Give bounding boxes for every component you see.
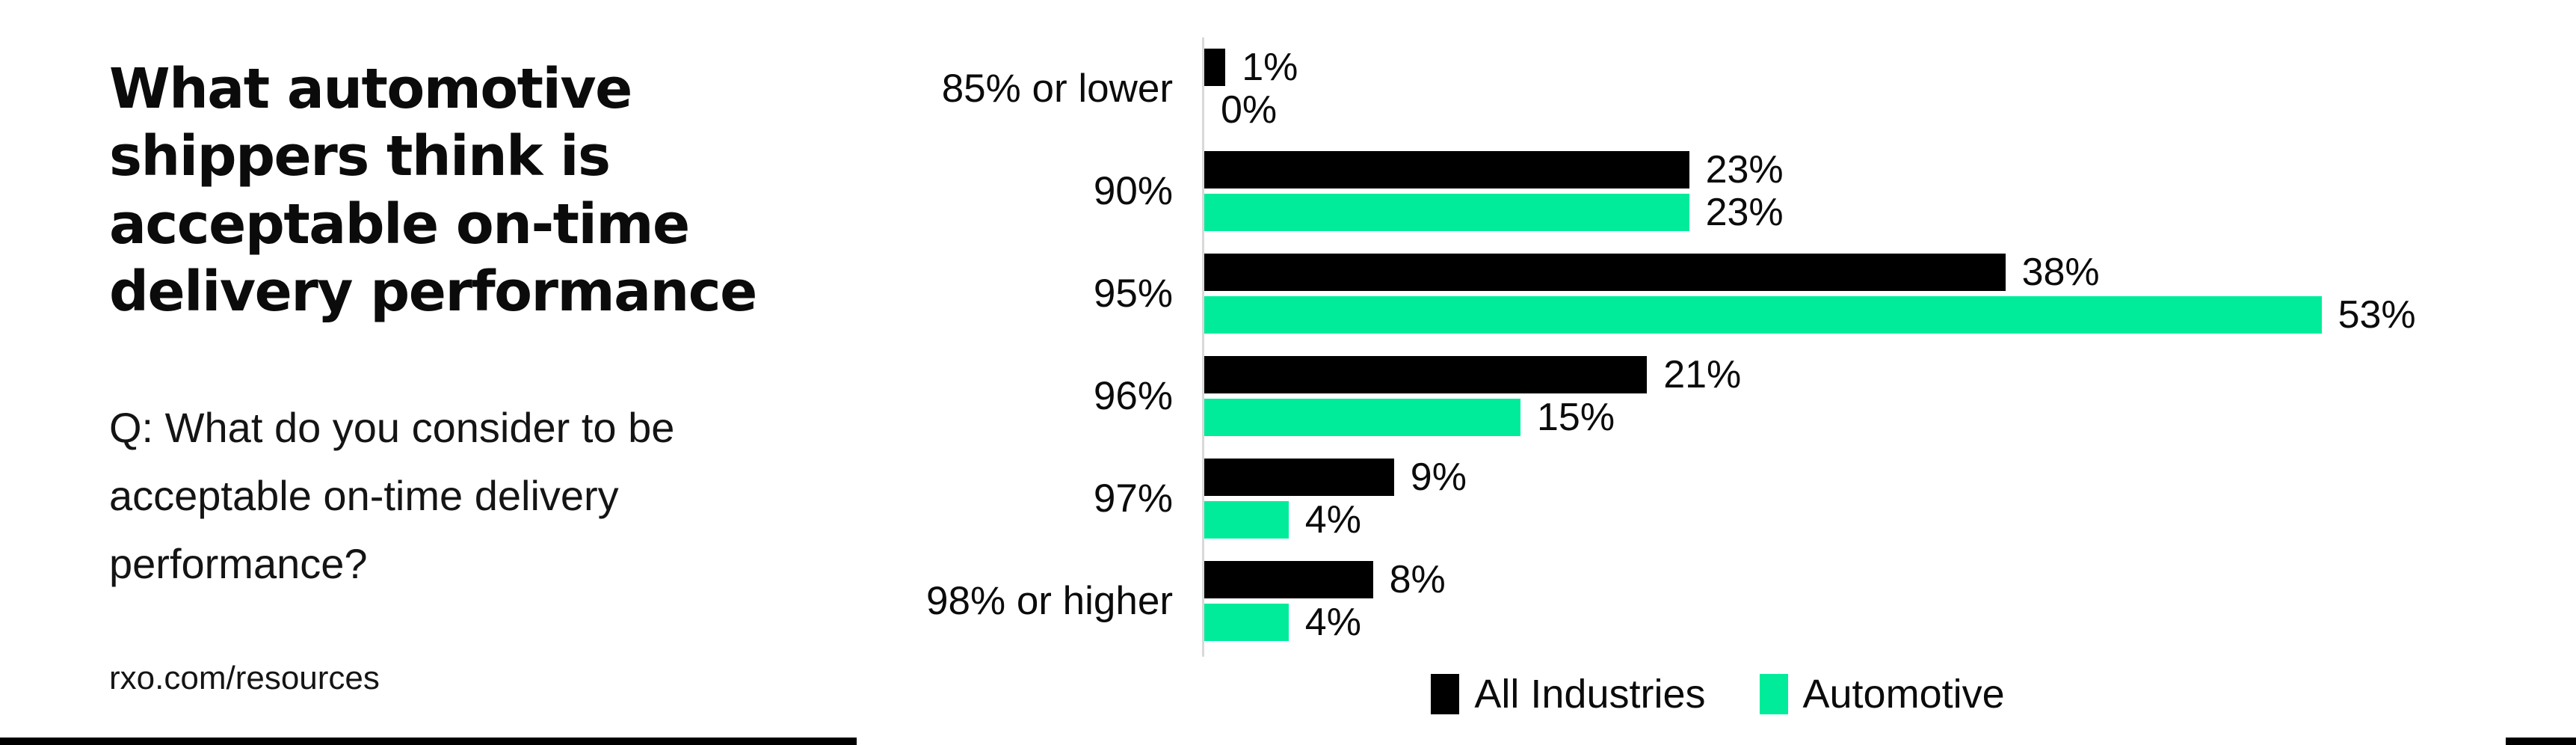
category-label: 95% — [1093, 272, 1173, 316]
legend-swatch-icon — [1431, 674, 1460, 714]
bar-line-all-industries: 8% — [1204, 558, 2576, 601]
bar-all-industries — [1204, 254, 2006, 291]
category-label: 97% — [1093, 476, 1173, 521]
bar-line-automotive: 4% — [1204, 498, 2576, 542]
chart-legend: All Industries Automotive — [860, 671, 2576, 717]
bar-all-industries — [1204, 49, 1226, 86]
value-label-all-industries: 1% — [1242, 46, 1298, 89]
bar-all-industries — [1204, 356, 1648, 393]
bar-all-industries — [1204, 151, 1689, 188]
bar-line-all-industries: 23% — [1204, 148, 2576, 191]
category-label: 85% or lower — [941, 67, 1173, 111]
value-label-automotive: 4% — [1304, 498, 1361, 542]
value-label-automotive: 4% — [1304, 601, 1361, 644]
survey-question: Q: What do you consider to be acceptable… — [109, 404, 675, 587]
bar-line-automotive: 4% — [1204, 601, 2576, 644]
bar-all-industries — [1204, 459, 1394, 496]
chart-row: 97% 9% 4% — [860, 456, 2576, 542]
value-label-automotive: 0% — [1221, 88, 1278, 132]
bar-line-automotive: 23% — [1204, 191, 2576, 234]
legend-label: Automotive — [1802, 672, 2005, 717]
bar-automotive — [1204, 399, 1520, 436]
source-url: rxo.com/resources — [109, 660, 380, 696]
bar-all-industries — [1204, 561, 1373, 598]
bar-line-all-industries: 21% — [1204, 353, 2576, 396]
value-label-automotive: 53% — [2338, 293, 2416, 337]
bar-line-all-industries: 9% — [1204, 456, 2576, 499]
bar-pair: 21% 15% — [1204, 353, 2576, 439]
chart-row: 96% 21% 15% — [860, 353, 2576, 439]
bar-chart: 85% or lower 1% 0% 90% 23% 23% 95% 38% 53% 96% 21%… — [860, 34, 2576, 745]
legend-item-all-industries: All Industries — [1431, 671, 1706, 717]
bar-line-automotive: 15% — [1204, 396, 2576, 439]
legend-item-automotive: Automotive — [1759, 671, 2005, 717]
y-axis-line — [1202, 37, 1204, 657]
bottom-border-left — [0, 738, 857, 745]
chart-row: 90% 23% 23% — [860, 148, 2576, 234]
chart-row: 98% or higher 8% 4% — [860, 558, 2576, 644]
category-label: 90% — [1093, 169, 1173, 213]
legend-label: All Industries — [1474, 672, 1706, 717]
value-label-all-industries: 9% — [1410, 456, 1467, 499]
legend-swatch-icon — [1759, 674, 1788, 714]
chart-row: 85% or lower 1% 0% — [860, 46, 2576, 132]
bottom-border-right — [2506, 738, 2576, 745]
bar-pair: 8% 4% — [1204, 558, 2576, 644]
value-label-automotive: 15% — [1537, 396, 1615, 439]
bar-line-automotive: 0% — [1204, 88, 2576, 132]
category-label: 98% or higher — [926, 579, 1173, 623]
chart-row: 95% 38% 53% — [860, 251, 2576, 337]
bar-pair: 1% 0% — [1204, 46, 2576, 132]
value-label-all-industries: 23% — [1705, 148, 1784, 191]
bar-pair: 23% 23% — [1204, 148, 2576, 234]
category-label: 96% — [1093, 374, 1173, 418]
value-label-all-industries: 21% — [1663, 353, 1742, 396]
bar-pair: 9% 4% — [1204, 456, 2576, 542]
bar-automotive — [1204, 296, 2322, 334]
value-label-automotive: 23% — [1705, 191, 1784, 234]
bar-automotive — [1204, 501, 1289, 539]
bar-automotive — [1204, 194, 1689, 231]
page-title: What automotive shippers think is accept… — [109, 57, 757, 324]
bar-automotive — [1204, 604, 1289, 641]
chart-rows: 85% or lower 1% 0% 90% 23% 23% 95% 38% 53% 96% 21%… — [860, 34, 2576, 644]
bar-line-automotive: 53% — [1204, 293, 2576, 337]
value-label-all-industries: 8% — [1389, 558, 1446, 601]
bar-pair: 38% 53% — [1204, 251, 2576, 337]
value-label-all-industries: 38% — [2021, 251, 2100, 294]
text-panel: What automotive shippers think is accept… — [109, 55, 1066, 598]
bar-line-all-industries: 38% — [1204, 251, 2576, 294]
bar-line-all-industries: 1% — [1204, 46, 2576, 89]
